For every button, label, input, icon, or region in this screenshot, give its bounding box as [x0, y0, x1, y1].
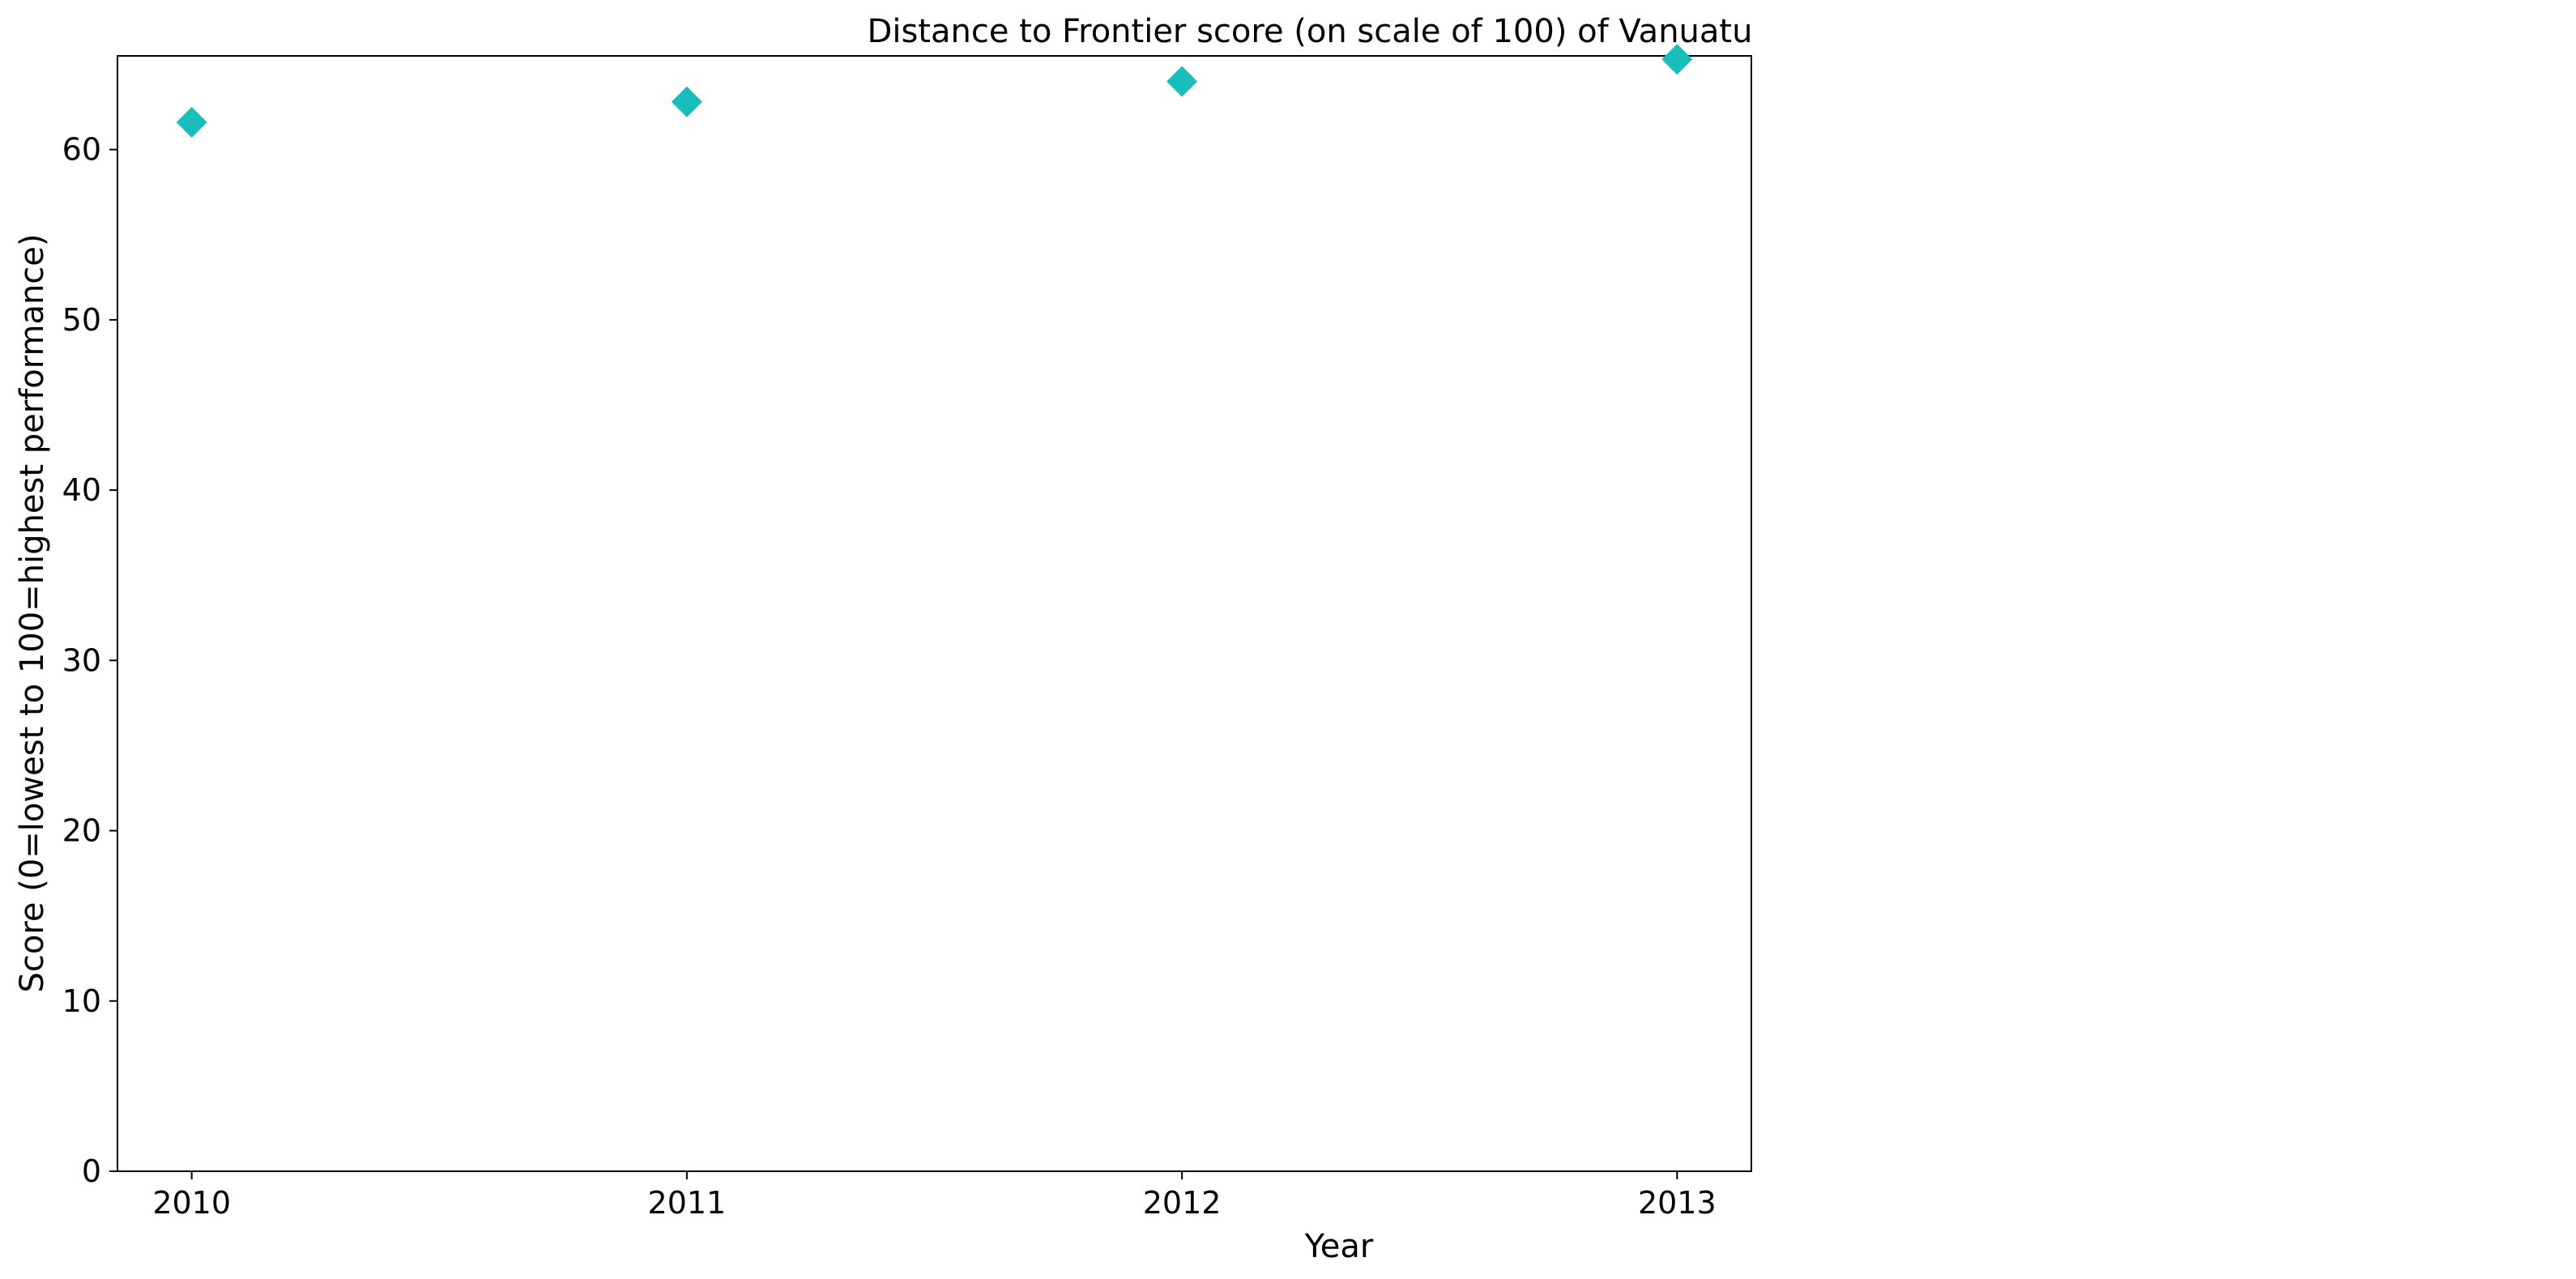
y-tick-label: 10 [62, 983, 101, 1019]
data-point-diamond [1166, 66, 1198, 97]
data-points [176, 44, 1693, 138]
y-tick-label: 40 [62, 472, 101, 508]
x-axis-label: Year [1304, 1228, 1374, 1265]
x-tick-label: 2010 [152, 1185, 231, 1221]
x-tick-label: 2011 [648, 1185, 727, 1221]
x-tick-label: 2012 [1143, 1185, 1222, 1221]
y-axis: 0 10 20 30 40 50 60 [62, 132, 117, 1189]
y-tick-label: 20 [62, 813, 101, 849]
chart-title: Distance to Frontier score (on scale of … [868, 13, 1753, 50]
data-point-diamond [1661, 44, 1693, 75]
y-tick-label: 30 [62, 642, 101, 678]
y-tick-label: 60 [62, 132, 101, 168]
data-point-diamond [176, 106, 207, 138]
y-axis-label: Score (0=lowest to 100=highest performan… [14, 233, 51, 992]
data-point-diamond [671, 86, 702, 117]
x-axis: 2010 2011 2012 2013 [152, 1171, 1717, 1221]
plot-area [117, 55, 1752, 1172]
y-tick-label: 50 [62, 302, 101, 338]
y-tick-label: 0 [82, 1153, 101, 1189]
x-tick-label: 2013 [1638, 1185, 1717, 1221]
